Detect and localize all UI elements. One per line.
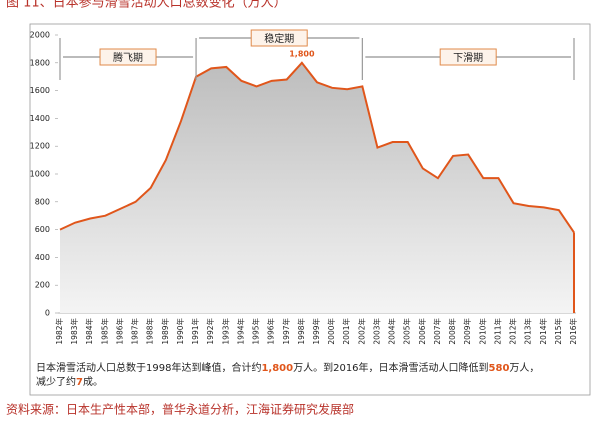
x-tick-label: 2013年 [523,318,533,345]
x-tick-label: 2016年 [568,318,578,345]
note-part: 7 [76,377,83,388]
x-tick-label: 2006年 [417,318,427,345]
x-tick-label: 1986年 [114,318,124,345]
x-tick-label: 2007年 [432,318,442,345]
y-tick-label: 1800 [30,58,50,67]
y-tick-label: 200 [35,281,50,290]
x-tick-label: 1999年 [311,318,321,345]
x-tick-label: 1990年 [175,318,185,345]
x-tick-label: 1992年 [205,318,215,345]
note-part: 万人。到2016年，日本滑雪活动人口降低到 [293,361,488,374]
x-tick-label: 2001年 [341,318,351,345]
x-tick-label: 1994年 [235,318,245,345]
note-part: 万人， [509,362,539,374]
period-label: 腾飞期 [113,51,143,64]
x-tick-label: 2014年 [538,318,548,345]
x-tick-label: 2012年 [508,318,518,345]
x-tick-label: 2002年 [356,318,366,345]
x-tick-label: 1998年 [296,318,306,345]
note: 日本滑雪活动人口总数于1998年达到峰值，合计约1,800万人。到2016年，日… [36,361,539,374]
x-tick-label: 1996年 [266,318,276,345]
y-tick-label: 800 [35,197,50,206]
x-tick-label: 2009年 [462,318,472,345]
x-tick-label: 1993年 [220,318,230,345]
x-tick-label: 2005年 [402,318,412,345]
x-tick-label: 1997年 [281,318,291,345]
period-label: 下滑期 [453,52,483,64]
x-tick-label: 1991年 [190,318,200,345]
source: 资料来源：日本生产性本部，普华永道分析，江海证券研究发展部 [6,402,354,417]
y-tick-label: 1000 [30,170,50,179]
note-part: 580 [489,363,510,374]
note-part: 减少了约 [36,375,76,388]
line [59,61,575,233]
y-tick-label: 0 [45,309,50,318]
x-tick-label: 1987年 [130,318,140,345]
x-tick-label: 2015年 [553,318,563,345]
chart-title: 图 11、日本参与滑雪活动人口总数变化（万人） [6,0,287,11]
x-tick-label: 2004年 [387,318,397,345]
x-tick-label: 1982年 [54,318,64,345]
note-part: 日本滑雪活动人口总数于1998年达到峰值，合计约 [36,361,261,374]
period-box [250,29,308,47]
x-tick-label: 1984年 [84,318,94,345]
x-tick-label: 1995年 [251,318,261,345]
x-tick-label: 2011年 [492,318,502,345]
period-box [439,48,497,66]
x-tick-label: 1989年 [160,318,170,345]
y-tick-label: 400 [35,253,50,262]
x-tick-label: 2000年 [326,318,336,345]
y-tick-label: 1400 [30,114,50,123]
x-tick-label: 2003年 [371,318,381,345]
x-tick-label: 1983年 [69,318,79,345]
x-tick-label: 1988年 [145,318,155,345]
period-box [99,48,157,66]
note-part: 成。 [83,376,103,388]
x-tick-label: 1985年 [99,318,109,345]
y-tick-label: 1600 [30,86,50,95]
data-label: 1,800 [289,49,315,58]
period-label: 稳定期 [264,32,294,45]
y-tick-label: 1200 [30,142,50,151]
note: 减少了约7成。 [36,375,103,388]
y-tick-label: 2000 [30,31,50,40]
x-tick-label: 2010年 [477,318,487,345]
x-tick-label: 2008年 [447,318,457,345]
frame [29,23,591,396]
area [60,62,574,313]
note-part: 1,800 [261,363,293,374]
y-tick-label: 600 [35,225,50,234]
